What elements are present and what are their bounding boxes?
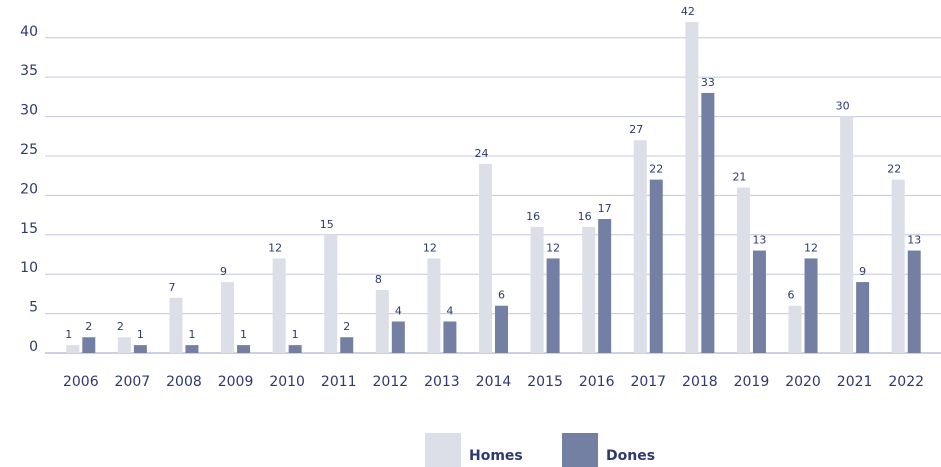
bar bbox=[788, 305, 802, 353]
value-label: 9 bbox=[220, 265, 227, 278]
value-label: 4 bbox=[395, 304, 402, 317]
y-tick-label: 30 bbox=[20, 103, 38, 119]
bar bbox=[375, 289, 389, 353]
bar bbox=[340, 337, 354, 353]
value-label: 1 bbox=[292, 328, 299, 341]
value-label: 42 bbox=[681, 5, 695, 18]
bar bbox=[840, 116, 854, 353]
value-label: 27 bbox=[629, 123, 643, 136]
x-tick-label: 2022 bbox=[888, 374, 924, 390]
x-tick-label: 2009 bbox=[218, 374, 254, 390]
x-tick-label: 2016 bbox=[579, 374, 615, 390]
value-label: 22 bbox=[887, 163, 901, 176]
value-label: 8 bbox=[375, 273, 382, 286]
x-tick-label: 2012 bbox=[373, 374, 409, 390]
bar bbox=[907, 250, 921, 353]
bar bbox=[701, 92, 715, 353]
value-label: 33 bbox=[701, 76, 715, 89]
bar bbox=[221, 282, 235, 353]
value-label: 16 bbox=[578, 210, 592, 223]
bar bbox=[546, 258, 560, 353]
value-label: 13 bbox=[907, 234, 921, 247]
value-label: 2 bbox=[117, 320, 124, 333]
value-label: 12 bbox=[268, 241, 282, 254]
value-label: 12 bbox=[546, 241, 560, 254]
bar bbox=[752, 250, 766, 353]
y-tick-label: 10 bbox=[20, 260, 38, 276]
y-tick-label: 0 bbox=[29, 339, 38, 355]
value-label: 24 bbox=[475, 147, 489, 160]
y-tick-label: 25 bbox=[20, 142, 38, 158]
bar bbox=[479, 163, 492, 353]
value-label: 1 bbox=[137, 328, 144, 341]
y-tick-label: 40 bbox=[20, 24, 38, 40]
legend-swatch bbox=[562, 433, 598, 467]
x-tick-label: 2010 bbox=[269, 374, 305, 390]
value-label: 7 bbox=[168, 281, 175, 294]
value-label: 6 bbox=[498, 289, 505, 302]
value-label: 12 bbox=[804, 241, 818, 254]
bar bbox=[66, 345, 80, 353]
value-label: 1 bbox=[65, 328, 72, 341]
bar bbox=[133, 345, 147, 353]
value-label: 1 bbox=[188, 328, 195, 341]
bar bbox=[649, 179, 663, 353]
value-label: 30 bbox=[836, 100, 850, 113]
value-label: 2 bbox=[343, 320, 350, 333]
value-label: 1 bbox=[240, 328, 247, 341]
value-label: 4 bbox=[446, 304, 453, 317]
bar bbox=[169, 297, 183, 353]
bar bbox=[598, 219, 612, 353]
value-label: 15 bbox=[320, 218, 334, 231]
bar bbox=[288, 345, 302, 353]
value-label: 17 bbox=[598, 202, 612, 215]
bar bbox=[891, 179, 905, 353]
bar bbox=[530, 226, 544, 353]
bar bbox=[272, 258, 286, 353]
x-tick-label: 2013 bbox=[424, 374, 460, 390]
y-tick-label: 15 bbox=[20, 221, 38, 237]
x-tick-label: 2008 bbox=[166, 374, 202, 390]
value-label: 13 bbox=[752, 234, 766, 247]
bar bbox=[391, 321, 405, 353]
x-tick-label: 2011 bbox=[321, 374, 357, 390]
x-tick-label: 2020 bbox=[785, 374, 821, 390]
bar bbox=[185, 345, 199, 353]
bar bbox=[633, 140, 647, 353]
x-tick-label: 2019 bbox=[734, 374, 770, 390]
bar bbox=[582, 226, 596, 353]
value-label: 6 bbox=[788, 289, 795, 302]
x-tick-label: 2021 bbox=[837, 374, 873, 390]
bar bbox=[237, 345, 251, 353]
bar bbox=[856, 282, 870, 353]
bar bbox=[495, 305, 508, 353]
value-label: 9 bbox=[859, 265, 866, 278]
bar bbox=[82, 337, 96, 353]
bar bbox=[736, 187, 750, 353]
bar bbox=[427, 258, 441, 353]
x-tick-label: 2017 bbox=[630, 374, 666, 390]
y-tick-label: 20 bbox=[20, 181, 38, 197]
y-tick-label: 5 bbox=[29, 300, 38, 316]
value-label: 21 bbox=[732, 171, 746, 184]
bar bbox=[117, 337, 131, 353]
legend-label: Homes bbox=[469, 448, 523, 464]
x-tick-label: 2014 bbox=[476, 374, 512, 390]
x-tick-label: 2006 bbox=[63, 374, 99, 390]
bar bbox=[443, 321, 457, 353]
x-tick-label: 2007 bbox=[115, 374, 151, 390]
bar bbox=[324, 234, 338, 353]
value-label: 16 bbox=[526, 210, 540, 223]
value-label: 22 bbox=[649, 163, 663, 176]
x-tick-label: 2015 bbox=[527, 374, 563, 390]
legend-label: Dones bbox=[606, 448, 655, 464]
bar bbox=[685, 22, 699, 353]
legend-swatch bbox=[425, 433, 461, 467]
value-label: 12 bbox=[423, 241, 437, 254]
bar bbox=[804, 258, 818, 353]
value-label: 2 bbox=[85, 320, 92, 333]
x-tick-label: 2018 bbox=[682, 374, 718, 390]
y-tick-label: 35 bbox=[20, 63, 38, 79]
